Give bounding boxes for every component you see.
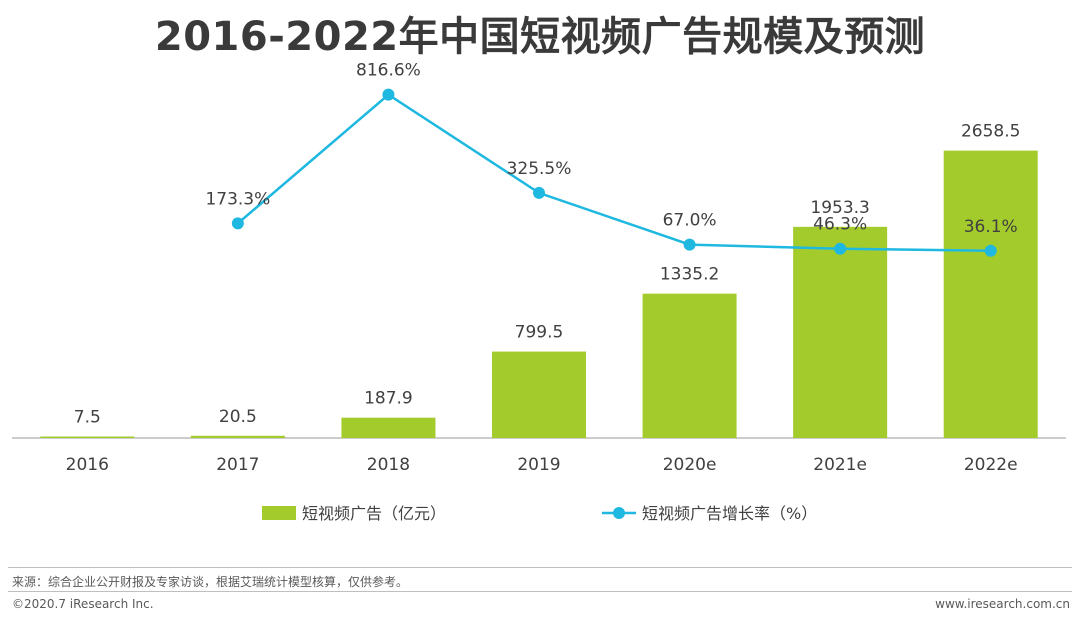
website-link[interactable]: www.iresearch.com.cn — [935, 597, 1070, 611]
growth-label-2021e: 46.3% — [813, 215, 867, 235]
bar-label-2021e: 1953.3 — [810, 198, 869, 218]
growth-rate-line — [237, 93, 991, 253]
combo-chart: 7.5 2016 20.5 2017 187.9 2018 799.5 2019 1335.2 2… — [12, 61, 1066, 523]
x-tick-label-2016: 2016 — [66, 455, 109, 475]
legend-bar-label: 短视频广告（亿元） — [302, 504, 446, 523]
bar-2016 — [40, 436, 135, 438]
x-tick-label-2018: 2018 — [367, 455, 410, 475]
bar-2021e — [793, 226, 888, 438]
growth-point-2021e — [834, 242, 847, 255]
copyright-text: ©2020.7 iResearch Inc. — [12, 597, 154, 611]
bar-label-2016: 7.5 — [74, 408, 101, 428]
bar-2020e — [642, 293, 737, 438]
growth-label-2017: 173.3% — [205, 189, 270, 209]
footer-divider — [8, 567, 1072, 568]
bar-2017 — [190, 435, 285, 438]
x-tick-label-2022e: 2022e — [964, 455, 1018, 475]
growth-point-2020e — [683, 238, 696, 251]
legend-bar-swatch — [262, 506, 296, 520]
bar-2018 — [341, 417, 436, 438]
growth-label-2020e: 67.0% — [663, 211, 717, 231]
x-tick-label-2021e: 2021e — [813, 455, 867, 475]
legend-line-marker — [613, 507, 625, 519]
growth-point-2019 — [533, 186, 545, 199]
source-note: 来源：综合企业公开财报及专家访谈，根据艾瑞统计模型核算，仅供参考。 — [12, 575, 409, 589]
growth-label-2019: 325.5% — [507, 159, 572, 179]
bar-2022e — [943, 150, 1038, 438]
growth-point-2022e — [984, 244, 997, 257]
x-tick-label-2020e: 2020e — [663, 455, 717, 475]
growth-point-2018 — [382, 88, 395, 101]
growth-label-2018: 816.6% — [356, 61, 421, 81]
bar-label-2019: 799.5 — [515, 323, 564, 343]
bar-label-2020e: 1335.2 — [660, 265, 719, 285]
bar-label-2022e: 2658.5 — [961, 122, 1020, 142]
x-tick-label-2019: 2019 — [517, 455, 560, 475]
legend-line-label: 短视频广告增长率（%） — [642, 504, 817, 523]
chart-title: 2016-2022年中国短视频广告规模及预测 — [154, 14, 926, 60]
bar-label-2018: 187.9 — [364, 389, 413, 409]
growth-point-2017 — [231, 217, 244, 230]
footer-divider — [8, 591, 1072, 592]
x-tick-label-2017: 2017 — [216, 455, 259, 475]
bar-label-2017: 20.5 — [219, 407, 257, 427]
growth-label-2022e: 36.1% — [964, 217, 1018, 237]
bar-2019 — [492, 351, 586, 438]
